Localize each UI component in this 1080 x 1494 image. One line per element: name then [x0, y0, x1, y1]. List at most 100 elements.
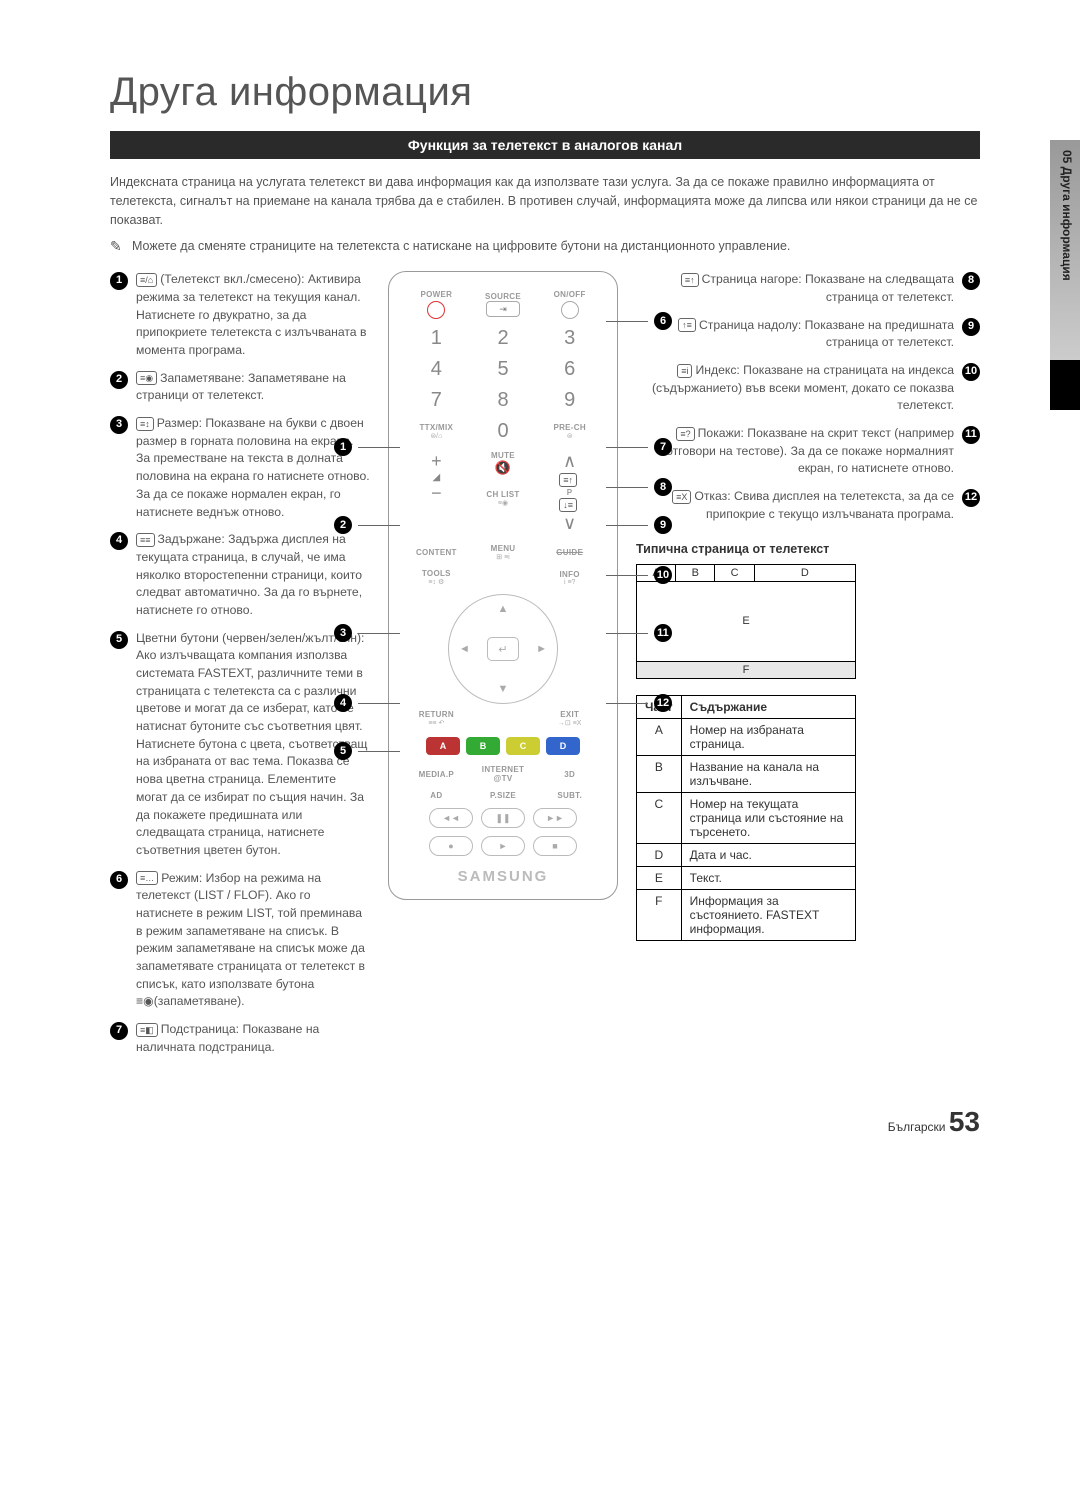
media-label[interactable]: P.SIZE — [470, 791, 537, 800]
item-number: 8 — [962, 272, 980, 290]
item-text: ≡iИндекс: Показване на страницата на инд… — [636, 362, 954, 415]
teletext-icon: ≡↕ — [136, 417, 154, 431]
item-text: ≡?Покажи: Показване на скрит текст (напр… — [636, 425, 954, 478]
callout-line — [606, 633, 648, 634]
part-desc: Дата и час. — [681, 843, 855, 866]
content-label[interactable]: CONTENT — [403, 548, 470, 557]
record-button[interactable]: ● — [429, 836, 473, 856]
vol-up[interactable]: + — [405, 451, 468, 472]
item-number: 10 — [962, 363, 980, 381]
num-button-1[interactable]: 1 — [403, 327, 470, 350]
pause-button[interactable]: ❚❚ — [481, 808, 525, 828]
teletext-icon: ≡◉ — [136, 371, 157, 385]
callout-line — [606, 525, 648, 526]
num-button-4[interactable]: 4 — [403, 358, 470, 381]
mute-label[interactable]: MUTE — [468, 451, 539, 460]
item-number: 12 — [962, 489, 980, 507]
ch-up[interactable]: ∧ — [538, 451, 601, 472]
footer-lang: Български — [888, 1120, 946, 1134]
table-row: EТекст. — [637, 866, 856, 889]
part-letter: F — [637, 889, 682, 940]
prech-label[interactable]: PRE-CH — [536, 423, 603, 432]
dpad[interactable]: ▲▼◄► ↵ — [448, 594, 558, 704]
teletext-icon: ≡≡ — [136, 533, 155, 547]
rewind-button[interactable]: ◄◄ — [429, 808, 473, 828]
onoff-button[interactable] — [561, 301, 579, 319]
item-number: 5 — [110, 631, 128, 649]
left-column: 1 ≡/⌂(Телетекст вкл./смесено): Активира … — [110, 271, 370, 1066]
parts-table: Част Съдържание AНомер на избраната стра… — [636, 695, 856, 941]
source-button[interactable]: ⇥ — [486, 301, 520, 317]
page-container: Друга информация Функция за телетекст в … — [0, 0, 1080, 1178]
play-button[interactable]: ► — [481, 836, 525, 856]
dpad-ok[interactable]: ↵ — [487, 637, 519, 661]
power-button[interactable] — [427, 301, 445, 319]
media-label[interactable]: INTERNET@TV — [470, 765, 537, 783]
item-number: 4 — [110, 532, 128, 550]
tt-label-c: C — [715, 565, 754, 582]
list-item: 2 ≡◉Запаметяване: Запаметяване на страни… — [110, 370, 370, 405]
num-button-0[interactable]: 0 — [470, 420, 537, 443]
media-label[interactable]: MEDIA.P — [403, 770, 470, 779]
forward-button[interactable]: ►► — [533, 808, 577, 828]
tt-label-e: E — [637, 582, 855, 662]
teletext-icon: ≡… — [136, 871, 158, 885]
ttxmix-label[interactable]: TTX/MIX — [403, 423, 470, 432]
tools-label[interactable]: TOOLS — [403, 569, 470, 578]
list-item: ↑≡Страница надолу: Показване на предишна… — [636, 317, 980, 352]
stop-button[interactable]: ■ — [533, 836, 577, 856]
color-button-c[interactable]: C — [506, 737, 540, 755]
num-button-5[interactable]: 5 — [470, 358, 537, 381]
media-label[interactable]: 3D — [536, 770, 603, 779]
ch-down[interactable]: ∨ — [538, 513, 601, 534]
num-button-3[interactable]: 3 — [536, 327, 603, 350]
num-button-7[interactable]: 7 — [403, 389, 470, 412]
table-row: FИнформация за състоянието. FASTEXT инфо… — [637, 889, 856, 940]
info-label[interactable]: INFO — [536, 570, 603, 579]
item-number: 9 — [962, 318, 980, 336]
page-footer: Български 53 — [110, 1106, 980, 1138]
color-button-a[interactable]: A — [426, 737, 460, 755]
main-content: 1 ≡/⌂(Телетекст вкл./смесено): Активира … — [110, 271, 980, 1066]
part-desc: Название на канала на излъчване. — [681, 755, 855, 792]
list-item: 1 ≡/⌂(Телетекст вкл./смесено): Активира … — [110, 271, 370, 359]
parts-th-1: Съдържание — [681, 695, 855, 718]
item-text: ≡…Режим: Избор на режима на телетекст (L… — [136, 870, 370, 1012]
vol-down[interactable]: − — [405, 483, 468, 504]
exit-label[interactable]: EXIT — [536, 710, 603, 719]
callout-line — [358, 751, 400, 752]
return-label[interactable]: RETURN — [403, 710, 470, 719]
tt-label-d: D — [755, 565, 855, 582]
brand-logo: SAMSUNG — [403, 868, 603, 885]
part-letter: B — [637, 755, 682, 792]
part-desc: Информация за състоянието. FASTEXT инфор… — [681, 889, 855, 940]
color-button-b[interactable]: B — [466, 737, 500, 755]
list-item: ≡↑Страница нагоре: Показване на следваща… — [636, 271, 980, 306]
source-label: SOURCE — [470, 292, 537, 301]
callout-line — [358, 633, 400, 634]
footer-page: 53 — [949, 1106, 980, 1137]
list-item: 6 ≡…Режим: Избор на режима на телетекст … — [110, 870, 370, 1012]
num-button-6[interactable]: 6 — [536, 358, 603, 381]
table-row: CНомер на текущата страница или състояни… — [637, 792, 856, 843]
teletext-icon: ≡↑ — [681, 273, 699, 287]
menu-label[interactable]: MENU — [470, 544, 537, 553]
power-label: POWER — [403, 290, 470, 299]
list-item: 4 ≡≡Задържане: Задържа дисплея на текуща… — [110, 531, 370, 619]
color-button-d[interactable]: D — [546, 737, 580, 755]
part-letter: E — [637, 866, 682, 889]
num-button-8[interactable]: 8 — [470, 389, 537, 412]
media-label[interactable]: AD — [403, 791, 470, 800]
chlist-label[interactable]: CH LIST — [468, 490, 539, 499]
table-row: AНомер на избраната страница. — [637, 718, 856, 755]
part-letter: A — [637, 718, 682, 755]
list-item: 5 Цветни бутони (червен/зелен/жълт/син):… — [110, 630, 370, 860]
num-button-9[interactable]: 9 — [536, 389, 603, 412]
callout-line — [606, 703, 648, 704]
guide-label[interactable]: GUIDE — [536, 548, 603, 557]
table-row: DДата и час. — [637, 843, 856, 866]
num-button-2[interactable]: 2 — [470, 327, 537, 350]
callout-line — [358, 447, 400, 448]
remote-control: POWER SOURCE⇥ ON/OFF 123456789 TTX/MIX⊜/… — [388, 271, 618, 900]
media-label[interactable]: SUBT. — [536, 791, 603, 800]
